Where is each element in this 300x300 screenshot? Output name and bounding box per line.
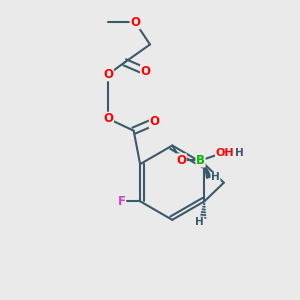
Text: O: O (103, 112, 113, 125)
Text: OH: OH (216, 148, 234, 158)
Text: O: O (140, 65, 151, 78)
Polygon shape (205, 164, 211, 178)
Text: F: F (117, 195, 125, 208)
Text: O: O (149, 115, 160, 128)
Text: B: B (196, 154, 205, 167)
Text: O: O (176, 154, 186, 167)
Text: O: O (130, 16, 140, 29)
Text: H: H (211, 172, 220, 182)
Text: H: H (236, 148, 244, 158)
Text: O: O (103, 68, 113, 81)
Text: H: H (195, 217, 204, 227)
